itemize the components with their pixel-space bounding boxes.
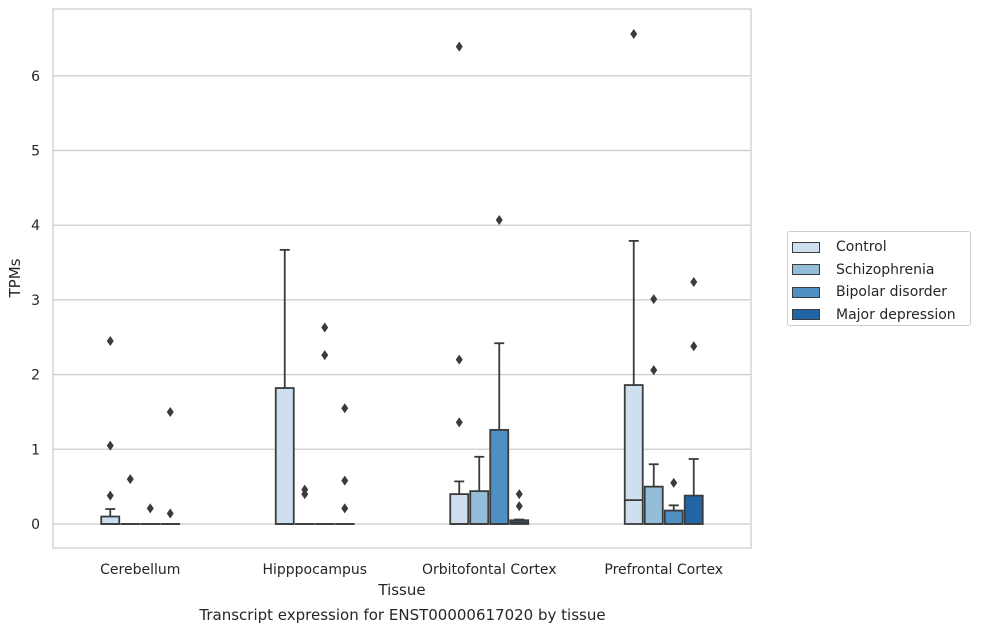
- box-body: [489, 428, 510, 525]
- box-body: [469, 490, 490, 525]
- y-tick-labels: 0 1 2 3 4 5 6: [31, 69, 40, 533]
- box-body: [623, 384, 644, 525]
- x-tick-label: Prefrontal Cortex: [604, 562, 723, 578]
- outlier-point: [650, 294, 658, 305]
- legend-label: Control: [836, 239, 887, 256]
- legend-item: Schizophrenia: [792, 259, 970, 282]
- outlier-point: [690, 276, 698, 287]
- outlier-point: [515, 489, 523, 500]
- legend-item: Major depression: [792, 304, 970, 327]
- outlier-point: [670, 477, 678, 488]
- outlier-point: [630, 28, 638, 39]
- box-body: [663, 509, 684, 525]
- outlier-point: [341, 503, 349, 514]
- box-3-2: [663, 477, 684, 525]
- outlier-point: [166, 508, 174, 519]
- box-2-1: [469, 455, 490, 525]
- outlier-point: [106, 440, 114, 451]
- outlier-point: [126, 474, 134, 485]
- box-body: [683, 494, 704, 525]
- legend-swatch: [792, 286, 820, 298]
- outlier-point: [106, 335, 114, 346]
- legend-label: Schizophrenia: [836, 261, 935, 278]
- legend-item: Bipolar disorder: [792, 281, 970, 304]
- boxes: [100, 28, 704, 525]
- outlier-point: [341, 403, 349, 414]
- box-0-2: [140, 503, 161, 525]
- legend-label: Major depression: [836, 306, 956, 323]
- grid-lines: [53, 75, 751, 525]
- outlier-point: [495, 214, 503, 225]
- outlier-point: [515, 501, 523, 512]
- box-0-1: [120, 474, 141, 525]
- x-axis-label: Tissue: [377, 581, 425, 599]
- legend-item: Control: [792, 236, 970, 259]
- outlier-point: [341, 475, 349, 486]
- box-body: [643, 485, 664, 525]
- outlier-point: [455, 41, 463, 52]
- box-2-2: [489, 214, 510, 525]
- box-0-3: [160, 406, 181, 525]
- y-axis-label: TPMs: [6, 258, 24, 298]
- outlier-point: [301, 489, 309, 500]
- y-tick-label: 5: [31, 144, 40, 160]
- box-1-0: [274, 248, 295, 525]
- outlier-point: [650, 365, 658, 376]
- y-tick-label: 4: [31, 218, 40, 234]
- box-1-2: [314, 322, 335, 525]
- x-tick-labels: Cerebellum Hipppocampus Orbitofontal Corte…: [100, 562, 723, 578]
- plot-frame: [52, 8, 752, 549]
- outlier-point: [321, 350, 329, 361]
- legend-swatch: [792, 309, 820, 321]
- box-body: [449, 493, 470, 525]
- outlier-point: [690, 341, 698, 352]
- box-1-1: [294, 484, 315, 525]
- legend-label: Bipolar disorder: [836, 284, 948, 301]
- legend-swatch: [792, 264, 820, 276]
- outlier-point: [146, 503, 154, 514]
- box-3-1: [643, 294, 664, 525]
- chart-caption: Transcript expression for ENST0000061702…: [199, 606, 606, 624]
- legend: Control Schizophrenia Bipolar disorder Majo…: [787, 231, 971, 326]
- y-tick-label: 3: [31, 293, 40, 309]
- legend-swatch: [792, 241, 820, 253]
- box-1-3: [334, 403, 355, 525]
- box-2-0: [449, 41, 470, 525]
- box-3-3: [683, 276, 704, 525]
- outlier-point: [106, 490, 114, 501]
- box-2-3: [509, 489, 530, 525]
- box-0-0: [100, 335, 121, 525]
- outlier-point: [455, 354, 463, 365]
- y-tick-label: 1: [31, 442, 40, 458]
- box-3-0: [623, 28, 644, 525]
- y-tick-label: 2: [31, 368, 40, 384]
- y-tick-label: 6: [31, 69, 40, 85]
- outlier-point: [455, 417, 463, 428]
- box-body: [274, 387, 295, 525]
- x-tick-label: Hipppocampus: [262, 562, 367, 578]
- outlier-point: [166, 406, 174, 417]
- y-tick-label: 0: [31, 517, 40, 533]
- x-tick-label: Orbitofontal Cortex: [422, 562, 557, 578]
- outlier-point: [321, 322, 329, 333]
- box-body: [100, 515, 121, 525]
- x-tick-label: Cerebellum: [100, 562, 180, 578]
